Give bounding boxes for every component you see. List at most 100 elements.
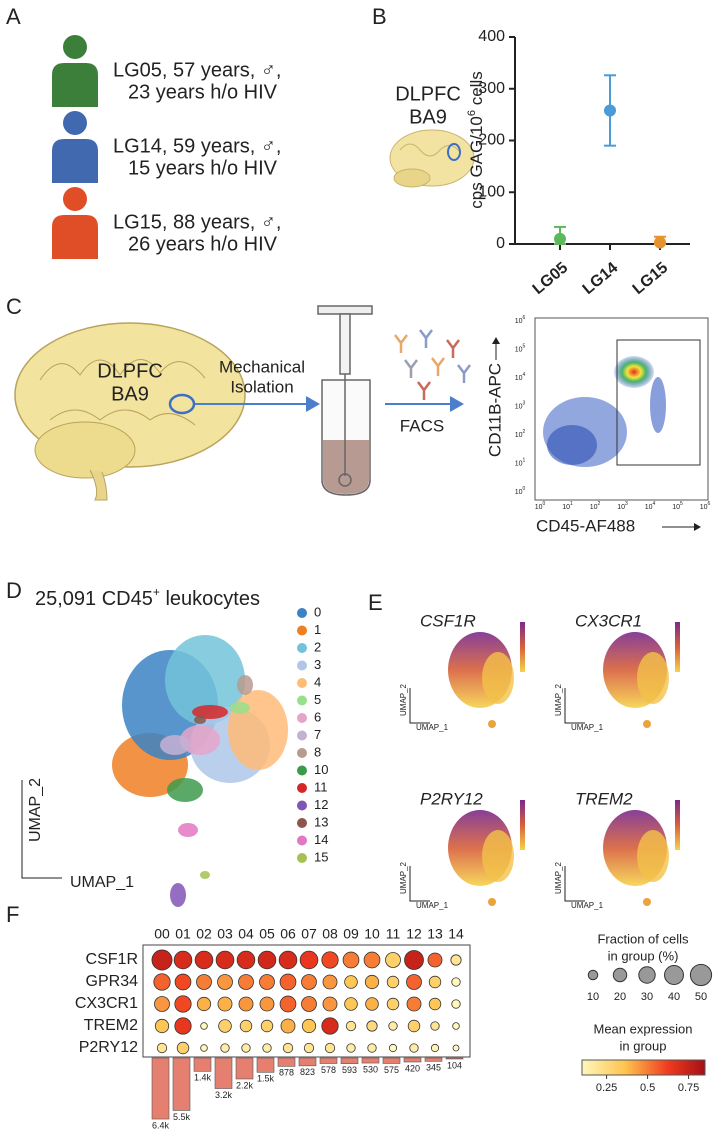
dot bbox=[238, 974, 254, 990]
legend-label: 14 bbox=[314, 832, 328, 847]
bar-value-label: 6.4k bbox=[152, 1120, 170, 1130]
dot bbox=[200, 1044, 208, 1052]
umap-cluster bbox=[160, 735, 190, 755]
x-tick-label: 13 bbox=[427, 926, 443, 942]
dot bbox=[153, 973, 171, 991]
dot bbox=[365, 997, 379, 1011]
bar bbox=[235, 1057, 254, 1080]
bar bbox=[361, 1057, 380, 1064]
dot bbox=[217, 996, 233, 1012]
y-axis-title: UMAP_2 bbox=[554, 861, 563, 894]
dot bbox=[259, 996, 275, 1012]
y-tick-label: 105 bbox=[515, 344, 526, 354]
colorbar bbox=[581, 1059, 706, 1076]
legend-label: 12 bbox=[314, 797, 328, 812]
y-tick-label: 101 bbox=[515, 458, 526, 468]
bar-value-label: 1.5k bbox=[257, 1074, 275, 1084]
tick-base: 10 bbox=[515, 375, 523, 382]
feature-umap bbox=[637, 652, 669, 704]
tick-base: 10 bbox=[617, 504, 625, 511]
dot bbox=[407, 1019, 421, 1033]
dot bbox=[303, 1042, 315, 1054]
panel-label: B bbox=[372, 4, 387, 29]
dot bbox=[321, 1017, 339, 1035]
brain-illustration bbox=[14, 322, 246, 501]
y-axis-title: UMAP_2 bbox=[399, 683, 408, 716]
data-point bbox=[654, 236, 666, 249]
y-tick-label: 300 bbox=[478, 80, 505, 97]
dot bbox=[388, 1021, 398, 1031]
dot bbox=[196, 974, 212, 990]
y-tick-label: CX3CR1 bbox=[75, 995, 138, 1012]
region-label: DLPFC bbox=[97, 360, 163, 382]
axis-corner bbox=[21, 780, 62, 879]
dot bbox=[406, 974, 422, 990]
dot bbox=[196, 996, 212, 1012]
donor-text: 26 years h/o HIV bbox=[128, 233, 278, 255]
legend-marker bbox=[297, 818, 307, 828]
step-label: Isolation bbox=[230, 377, 293, 396]
legend-label: 1 bbox=[314, 622, 321, 637]
dot bbox=[301, 996, 317, 1012]
legend-marker bbox=[297, 643, 307, 653]
bar bbox=[445, 1057, 464, 1060]
axis-corner bbox=[409, 866, 430, 902]
dot bbox=[238, 996, 254, 1012]
dot bbox=[404, 950, 424, 970]
feature-umap bbox=[488, 898, 496, 906]
dot bbox=[174, 995, 192, 1013]
axis-corner bbox=[564, 866, 585, 902]
legend-marker bbox=[297, 608, 307, 618]
x-axis-title: UMAP_1 bbox=[416, 901, 449, 910]
bar-value-label: 575 bbox=[384, 1065, 399, 1075]
legend-marker bbox=[297, 678, 307, 688]
flow-density bbox=[543, 339, 701, 467]
y-axis-title: cps GAG/106 cells bbox=[466, 71, 487, 208]
dot bbox=[364, 974, 380, 990]
y-tick-label: 102 bbox=[515, 429, 526, 439]
x-axis-title: UMAP_1 bbox=[416, 723, 449, 732]
feature-umap bbox=[643, 720, 651, 728]
dot bbox=[220, 1043, 230, 1053]
tick-base: 10 bbox=[515, 346, 523, 353]
legend-marker bbox=[297, 748, 307, 758]
dot bbox=[279, 973, 297, 991]
colorbar-label: 0.25 bbox=[596, 1082, 617, 1094]
dot bbox=[322, 996, 338, 1012]
x-tick-label: 04 bbox=[238, 926, 254, 942]
size-legend-label: 10 bbox=[587, 991, 599, 1003]
tick-exp: 0 bbox=[523, 486, 526, 492]
bar-value-label: 878 bbox=[279, 1068, 294, 1078]
feature-umap bbox=[482, 652, 514, 704]
bar bbox=[298, 1057, 317, 1067]
donor-text: LG15, 88 years, ♂, bbox=[113, 211, 281, 233]
legend-marker bbox=[297, 730, 307, 741]
dot bbox=[301, 1018, 317, 1034]
legend-marker bbox=[297, 625, 307, 636]
x-axis-title: UMAP_1 bbox=[70, 874, 134, 891]
colorbar-label: 0.5 bbox=[640, 1082, 655, 1094]
x-tick-label: 06 bbox=[280, 926, 296, 942]
dot bbox=[406, 996, 422, 1012]
y-tick-label: 104 bbox=[515, 372, 526, 382]
x-tick-label: 14 bbox=[448, 926, 464, 942]
y-axis-title: UMAP_2 bbox=[27, 778, 44, 842]
person-body bbox=[52, 63, 98, 107]
dot bbox=[154, 996, 170, 1012]
dot bbox=[342, 951, 360, 969]
tick-exp: 1 bbox=[570, 501, 573, 507]
y-tick-label: GPR34 bbox=[86, 973, 139, 990]
umap-title: 25,091 CD45+ leukocytes bbox=[35, 585, 260, 610]
dot bbox=[154, 1018, 170, 1034]
size-legend-label: 40 bbox=[668, 991, 680, 1003]
feature-umap bbox=[482, 830, 514, 882]
umap-cluster bbox=[237, 675, 253, 695]
x-tick-label: 05 bbox=[259, 926, 275, 942]
tube-illustration bbox=[317, 305, 373, 496]
y-tick-label: P2RY12 bbox=[79, 1039, 138, 1056]
size-legend-dot bbox=[689, 963, 713, 987]
x-tick-label: 104 bbox=[645, 501, 656, 511]
legend-label: 6 bbox=[314, 709, 321, 724]
bar bbox=[214, 1057, 233, 1089]
dot bbox=[344, 997, 358, 1011]
